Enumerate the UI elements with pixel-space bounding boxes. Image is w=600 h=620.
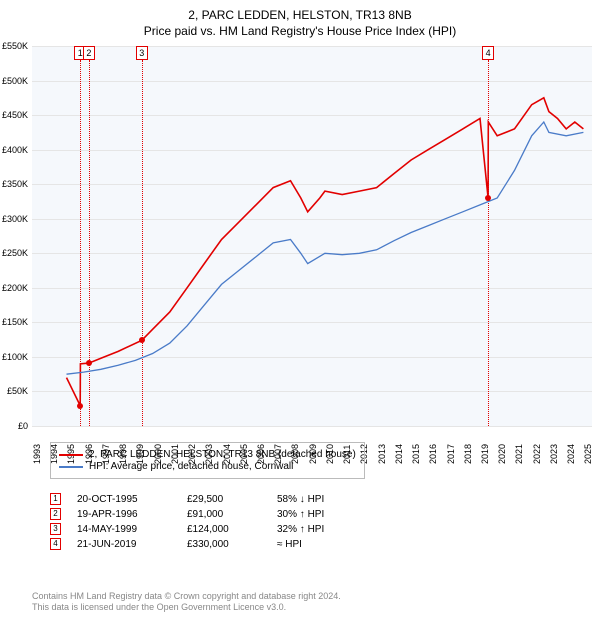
x-tick-label: 2021	[514, 444, 524, 464]
legend-swatch	[59, 466, 83, 468]
y-tick-label: £500K	[2, 76, 28, 86]
sale-row-date: 21-JUN-2019	[77, 539, 187, 550]
sale-row-date: 20-OCT-1995	[77, 494, 187, 505]
footer-line2: This data is licensed under the Open Gov…	[32, 602, 341, 614]
footer-line1: Contains HM Land Registry data © Crown c…	[32, 591, 341, 603]
x-tick-label: 2016	[428, 444, 438, 464]
x-tick-label: 1993	[32, 444, 42, 464]
sale-row-num: 4	[50, 538, 61, 550]
y-tick-label: £200K	[2, 283, 28, 293]
x-tick-label: 2015	[411, 444, 421, 464]
sale-row-relation: 58% ↓ HPI	[277, 494, 357, 505]
sale-point	[86, 360, 92, 366]
gridline-h	[32, 426, 592, 427]
x-tick-label: 2024	[566, 444, 576, 464]
sale-row-relation: 30% ↑ HPI	[277, 509, 357, 520]
y-tick-label: £350K	[2, 179, 28, 189]
legend-swatch	[59, 454, 83, 456]
series-line-hpi	[67, 122, 584, 374]
sale-point	[485, 195, 491, 201]
sale-row-relation: ≈ HPI	[277, 539, 357, 550]
legend-label: 2, PARC LEDDEN, HELSTON, TR13 8NB (detac…	[89, 449, 356, 460]
legend-row: 2, PARC LEDDEN, HELSTON, TR13 8NB (detac…	[59, 449, 356, 460]
sale-row: 3 14-MAY-1999£124,00032% ↑ HPI	[50, 523, 357, 535]
y-tick-label: £550K	[2, 41, 28, 51]
x-tick-label: 2025	[583, 444, 593, 464]
y-tick-label: £50K	[7, 386, 28, 396]
x-tick-label: 2013	[377, 444, 387, 464]
y-tick-label: £400K	[2, 145, 28, 155]
sale-row-relation: 32% ↑ HPI	[277, 524, 357, 535]
title-subtitle: Price paid vs. HM Land Registry's House …	[0, 24, 600, 38]
sale-row-price: £29,500	[187, 494, 277, 505]
chart-area: £0£50K£100K£150K£200K£250K£300K£350K£400…	[32, 46, 592, 426]
x-tick-label: 2020	[497, 444, 507, 464]
legend-row: HPI: Average price, detached house, Corn…	[59, 461, 356, 472]
legend-label: HPI: Average price, detached house, Corn…	[89, 461, 293, 472]
x-tick-label: 2014	[394, 444, 404, 464]
y-tick-label: £250K	[2, 248, 28, 258]
sale-row-price: £330,000	[187, 539, 277, 550]
y-tick-label: £100K	[2, 352, 28, 362]
title-block: 2, PARC LEDDEN, HELSTON, TR13 8NB Price …	[0, 0, 600, 42]
sale-row: 2 19-APR-1996£91,00030% ↑ HPI	[50, 508, 357, 520]
title-address: 2, PARC LEDDEN, HELSTON, TR13 8NB	[0, 8, 600, 22]
sale-row: 1 20-OCT-1995£29,50058% ↓ HPI	[50, 493, 357, 505]
x-tick-label: 2019	[480, 444, 490, 464]
line-svg	[32, 46, 592, 426]
sale-row-date: 14-MAY-1999	[77, 524, 187, 535]
sale-point	[77, 403, 83, 409]
sale-row-price: £124,000	[187, 524, 277, 535]
y-tick-label: £0	[18, 421, 28, 431]
x-tick-label: 2022	[532, 444, 542, 464]
chart-container: 2, PARC LEDDEN, HELSTON, TR13 8NB Price …	[0, 0, 600, 620]
x-tick-label: 2018	[463, 444, 473, 464]
footer-attribution: Contains HM Land Registry data © Crown c…	[32, 591, 341, 614]
x-tick-label: 2023	[549, 444, 559, 464]
sale-row-num: 2	[50, 508, 61, 520]
sale-row-date: 19-APR-1996	[77, 509, 187, 520]
sale-row: 4 21-JUN-2019£330,000≈ HPI	[50, 538, 357, 550]
x-tick-label: 2017	[446, 444, 456, 464]
sale-point	[139, 337, 145, 343]
sale-row-price: £91,000	[187, 509, 277, 520]
y-tick-label: £150K	[2, 317, 28, 327]
series-line-property	[67, 98, 584, 406]
y-tick-label: £450K	[2, 110, 28, 120]
sales-table: 1 20-OCT-1995£29,50058% ↓ HPI 2 19-APR-1996…	[50, 490, 357, 553]
sale-row-num: 3	[50, 523, 61, 535]
y-axis: £0£50K£100K£150K£200K£250K£300K£350K£400…	[0, 46, 30, 426]
y-tick-label: £300K	[2, 214, 28, 224]
sale-row-num: 1	[50, 493, 61, 505]
legend: 2, PARC LEDDEN, HELSTON, TR13 8NB (detac…	[50, 442, 365, 479]
